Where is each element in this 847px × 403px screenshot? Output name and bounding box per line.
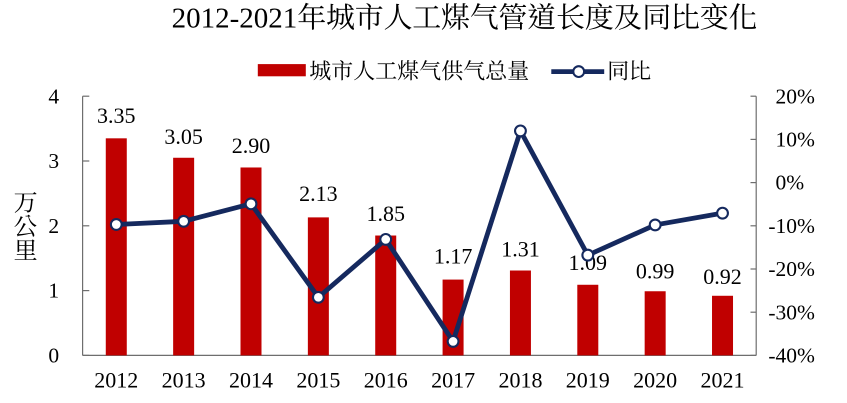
svg-text:1: 1 (48, 279, 59, 303)
svg-text:3: 3 (48, 149, 59, 173)
svg-text:2014: 2014 (229, 368, 273, 393)
svg-text:2.90: 2.90 (232, 133, 271, 158)
svg-text:2013: 2013 (162, 368, 206, 393)
svg-text:-40%: -40% (768, 344, 815, 368)
svg-text:2012: 2012 (94, 368, 138, 393)
svg-text:0.92: 0.92 (703, 264, 742, 289)
svg-text:2012-2021: 2012-2021 (172, 3, 298, 35)
svg-text:2017: 2017 (431, 368, 475, 393)
svg-text:1.31: 1.31 (501, 237, 540, 262)
svg-text:1.17: 1.17 (434, 244, 473, 269)
svg-text:2021: 2021 (701, 368, 745, 393)
svg-text:-20%: -20% (768, 257, 815, 281)
svg-text:0.99: 0.99 (636, 258, 675, 283)
svg-text:1.85: 1.85 (366, 201, 405, 226)
svg-text:2019: 2019 (566, 368, 610, 393)
svg-text:3.35: 3.35 (97, 103, 136, 128)
svg-text:2018: 2018 (498, 368, 542, 393)
svg-text:2.13: 2.13 (299, 181, 338, 206)
svg-text:2015: 2015 (296, 368, 340, 393)
svg-text:3.05: 3.05 (164, 124, 203, 149)
svg-text:2016: 2016 (364, 368, 408, 393)
svg-text:10%: 10% (776, 128, 816, 152)
svg-text:20%: 20% (776, 84, 816, 108)
svg-text:4: 4 (48, 84, 59, 108)
svg-text:-10%: -10% (768, 214, 815, 238)
svg-text:0: 0 (48, 344, 59, 368)
svg-text:2020: 2020 (633, 368, 677, 393)
svg-text:0%: 0% (776, 171, 805, 195)
svg-text:-30%: -30% (768, 300, 815, 324)
svg-text:2: 2 (48, 214, 59, 238)
